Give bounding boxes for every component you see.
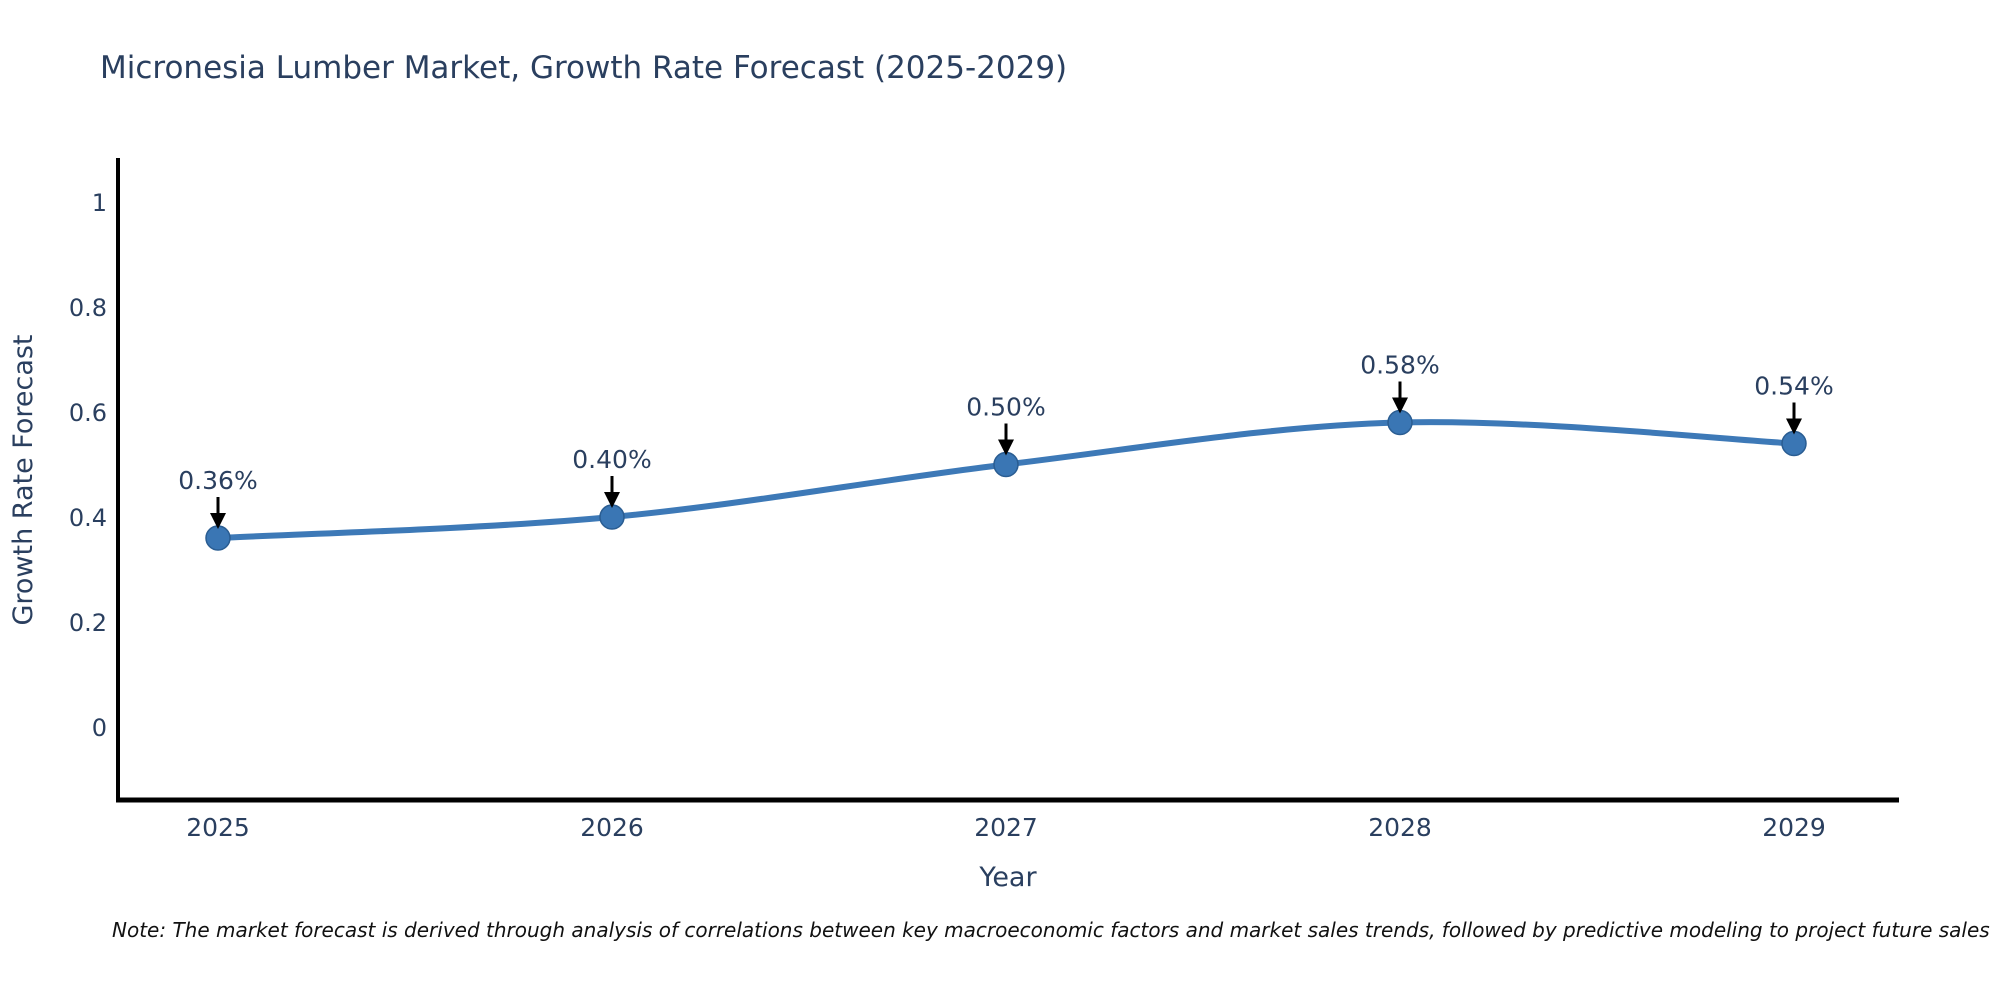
x-axis-title: Year bbox=[978, 862, 1037, 893]
annotation-arrowhead-icon bbox=[1392, 397, 1408, 414]
x-tick-label: 2025 bbox=[186, 813, 250, 842]
x-tick-label: 2027 bbox=[974, 813, 1038, 842]
annotation-arrowhead-icon bbox=[998, 439, 1014, 456]
chart-note: Note: The market forecast is derived thr… bbox=[112, 918, 1990, 942]
data-point-marker bbox=[1387, 409, 1413, 436]
annotation-arrowhead-icon bbox=[210, 513, 226, 529]
y-tick-label: 1 bbox=[92, 189, 107, 217]
y-tick-label: 0.8 bbox=[69, 294, 107, 322]
chart-title: Micronesia Lumber Market, Growth Rate Fo… bbox=[100, 50, 1068, 86]
y-tick-label: 0.6 bbox=[69, 399, 107, 427]
y-tick-label: 0.4 bbox=[69, 504, 107, 532]
data-point-marker bbox=[1781, 430, 1807, 457]
x-tick-label: 2026 bbox=[580, 813, 644, 842]
point-value-label: 0.50% bbox=[966, 393, 1045, 422]
y-axis-title: Growth Rate Forecast bbox=[8, 334, 39, 625]
point-value-label: 0.54% bbox=[1754, 372, 1833, 401]
data-point-marker bbox=[599, 504, 625, 530]
x-tick-label: 2029 bbox=[1762, 813, 1826, 842]
point-value-label: 0.58% bbox=[1360, 351, 1439, 380]
y-tick-label: 0.2 bbox=[69, 609, 107, 637]
x-tick-label: 2028 bbox=[1368, 813, 1432, 842]
annotation-arrowhead-icon bbox=[604, 492, 620, 508]
point-value-label: 0.40% bbox=[572, 445, 651, 474]
annotation-arrowhead-icon bbox=[1786, 418, 1802, 435]
data-point-marker bbox=[205, 525, 231, 551]
point-value-label: 0.36% bbox=[178, 466, 257, 495]
data-point-marker bbox=[993, 451, 1019, 478]
y-tick-label: 0 bbox=[92, 714, 107, 742]
